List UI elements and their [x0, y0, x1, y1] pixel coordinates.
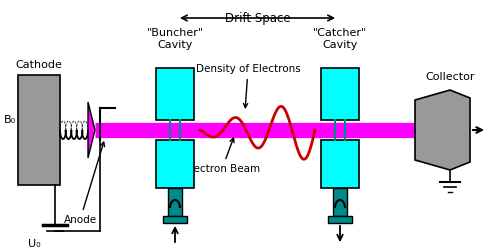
Text: Drift Space: Drift Space — [224, 12, 290, 25]
Text: "Catcher"
Cavity: "Catcher" Cavity — [313, 28, 367, 50]
Text: B₀: B₀ — [4, 115, 16, 125]
Bar — [328, 216, 352, 223]
Polygon shape — [415, 90, 470, 170]
Text: Collector: Collector — [425, 72, 475, 82]
Text: Electron Beam: Electron Beam — [184, 138, 260, 174]
Text: "Buncher"
Cavity: "Buncher" Cavity — [146, 28, 203, 50]
Text: Anode: Anode — [63, 142, 104, 225]
Bar — [321, 140, 359, 188]
Bar — [18, 75, 60, 185]
Polygon shape — [88, 102, 95, 158]
Bar — [321, 68, 359, 120]
Text: Cathode: Cathode — [16, 60, 62, 70]
Text: U₀: U₀ — [28, 239, 41, 248]
Bar — [156, 140, 194, 188]
Bar — [168, 188, 182, 216]
Bar — [333, 188, 347, 216]
Text: Density of Electrons: Density of Electrons — [196, 64, 301, 108]
Bar — [156, 68, 194, 120]
Bar — [163, 216, 187, 223]
